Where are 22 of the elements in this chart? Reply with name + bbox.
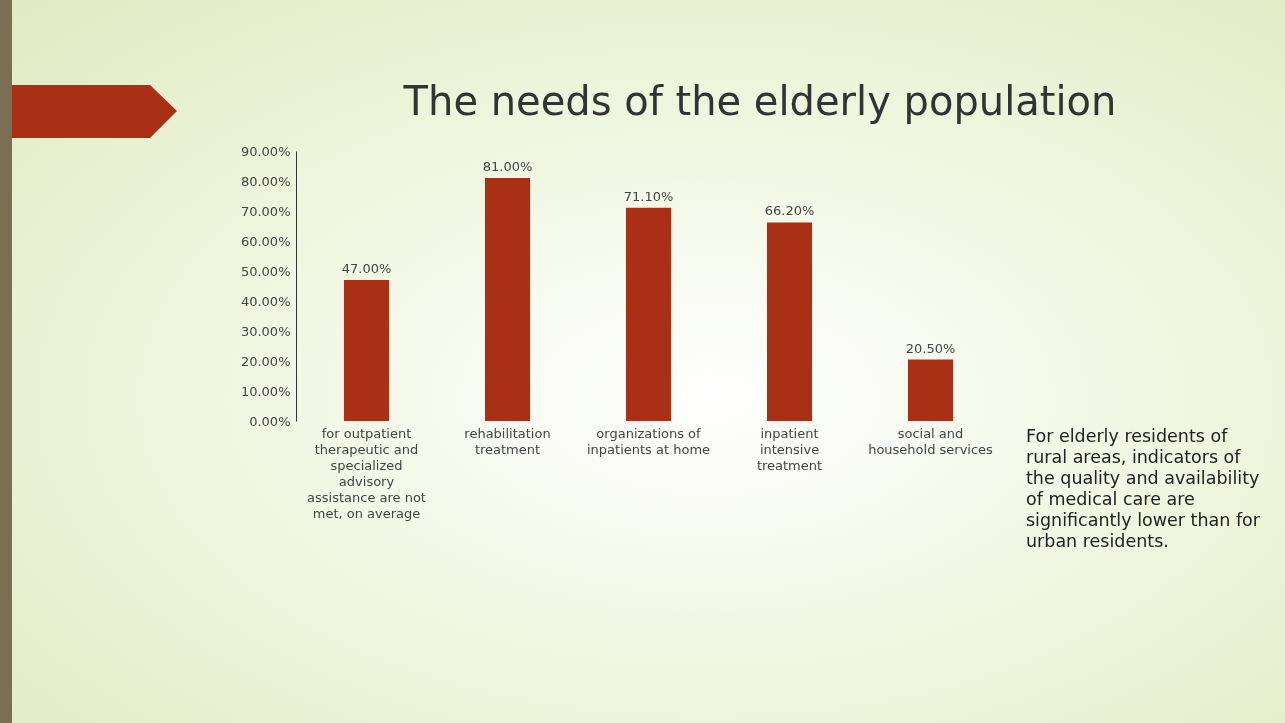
x-tick-label: for outpatient therapeutic and specialized advisory assistance are not met, on average xyxy=(307,425,426,521)
x-tick-label: inpatient intensive treatment xyxy=(756,425,823,473)
data-label: 71.10% xyxy=(623,188,674,204)
y-tick-label: 10.00% xyxy=(240,383,291,399)
x-tick-label: social and household services xyxy=(868,425,994,457)
y-tick-label: 0.00% xyxy=(249,413,291,429)
data-label: 20.50% xyxy=(905,340,956,356)
y-tick-label: 90.00% xyxy=(240,143,291,159)
x-tick-label: rehabilitation treatment xyxy=(464,425,551,457)
text: For elderly residents of rural areas, indicators of the quality and availability of medical care are significantly lower than for urban residents. xyxy=(1026,426,1261,552)
y-tick-label: 80.00% xyxy=(240,173,291,189)
x-tick-label: organizations of inpatients at home xyxy=(586,425,711,457)
y-tick-label: 60.00% xyxy=(240,233,291,249)
data-label: 47.00% xyxy=(341,261,392,276)
data-label: 81.00% xyxy=(482,159,533,174)
y-tick-label: 20.00% xyxy=(240,353,291,369)
chart-title: The needs of the elderly population xyxy=(402,78,1118,124)
y-tick-label: 70.00% xyxy=(240,203,291,219)
y-tick-label: 50.00% xyxy=(240,263,291,279)
y-tick-label: 40.00% xyxy=(240,293,291,309)
data-label: 66.20% xyxy=(764,203,815,219)
y-tick-label: 30.00% xyxy=(240,323,291,339)
